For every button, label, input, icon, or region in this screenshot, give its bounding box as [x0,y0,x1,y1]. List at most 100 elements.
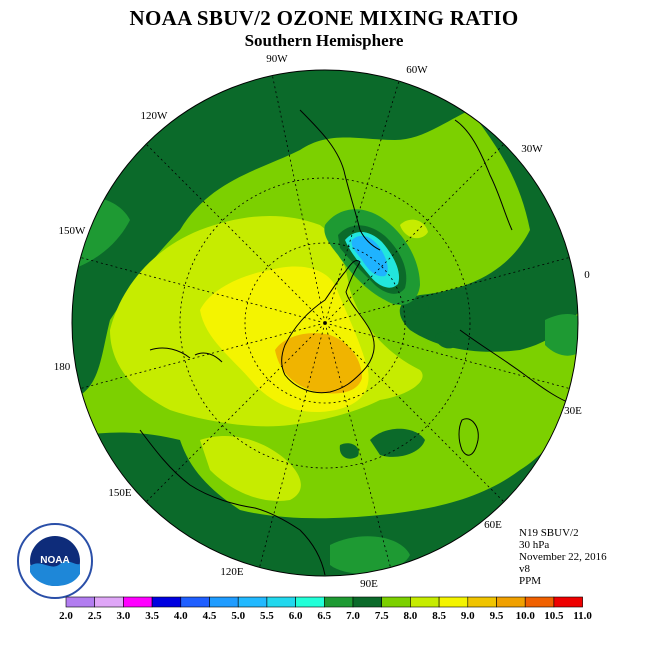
colorbar-tick-label: 3.5 [145,610,159,622]
pressure-level: 30 hPa [519,539,550,551]
longitude-label: 0 [584,269,590,281]
contour-7-0-blob-a [370,428,425,457]
australia-coast [139,429,326,576]
colorbar-tick-label: 10.0 [516,610,536,622]
latitude-circle-outer [179,177,471,469]
colorbar-box [467,596,497,608]
contour-8-0-patch [400,219,428,239]
meridian-line [324,322,570,389]
meridian-line [259,322,326,568]
contour-7-0-blob-d [435,331,459,349]
colorbar-tick-label: 8.0 [404,610,418,622]
colorbar-box [323,596,354,608]
colorbar-tick-label: 7.5 [375,610,389,622]
colorbar-box [65,596,96,608]
colorbar-ticks: 2.0 2.5 3.0 3.5 4.0 4.5 5.0 5.5 6.0 6.5 7.0 7.5 8.0 8… [59,610,592,622]
colorbar-tick-label: 2.5 [88,610,102,622]
map-border [71,69,579,577]
logo-text: NOAA [40,555,69,566]
new-zealand-coast [149,347,223,363]
colorbar-boxes [65,596,583,608]
version-label: v8 [519,563,530,575]
units-label: PPM [519,575,542,587]
africa-coast [454,119,576,406]
noaa-logo: NOAA [17,523,93,599]
colorbar-tick-label: 5.5 [260,610,274,622]
longitude-label: 120W [141,110,169,122]
colorbar-box [237,596,268,608]
colorbar-box [180,596,210,608]
contour-6-5-e [545,314,578,356]
colorbar-tick-label: 9.5 [490,610,504,622]
madagascar-coast [458,418,479,456]
longitude-label: 150W [59,225,87,237]
colorbar-tick-label: 9.0 [461,610,475,622]
colorbar-box [352,596,383,608]
colorbar-tick-label: 3.0 [117,610,131,622]
colorbar-tick-label: 5.0 [231,610,245,622]
graticule [80,75,570,568]
colorbar-box [381,596,411,608]
meridian-line [324,80,400,324]
colorbar-box [438,596,469,608]
coastlines [139,109,576,576]
latitude-circle-inner [244,242,406,404]
colorbar-box [524,596,555,608]
meridian-line [145,143,326,324]
colorbar-tick-label: 7.0 [346,610,360,622]
colorbar-box [553,596,583,608]
date-label: November 22, 2016 [519,551,607,563]
colorbar-tick-label: 6.0 [289,610,303,622]
longitude-label: 180 [54,361,71,373]
colorbar-box [151,596,182,608]
longitude-label: 60E [484,519,502,531]
info-block: N19 SBUV/2 30 hPa November 22, 2016 v8 P… [519,527,607,587]
satellite-label: N19 SBUV/2 [519,527,579,539]
longitude-label: 90W [266,53,288,65]
antarctica-coast [281,259,375,394]
longitude-label: 60W [406,64,428,76]
logo-wave [30,561,80,586]
colorbar-box [266,596,296,608]
contour-9-0 [275,333,362,394]
longitude-label: 30E [564,405,582,417]
meridian-line [80,322,326,389]
colorbar-tick-label: 4.5 [203,610,217,622]
longitude-label: 120E [220,566,244,578]
map-subtitle: Southern Hemisphere [244,31,404,50]
colorbar-tick-label: 2.0 [59,610,73,622]
colorbar-tick-label: 4.0 [174,610,188,622]
meridian-line [324,143,505,324]
colorbar-box [496,596,526,608]
colorbar-box [123,596,153,608]
meridian-line [272,75,326,324]
contour-7-0-blob-c [408,298,429,315]
colorbar-box [410,596,440,608]
contour-5-0 [351,235,388,277]
colorbar-tick-label: 8.5 [432,610,446,622]
colorbar-box [209,596,239,608]
meridian-line [80,257,326,324]
contour-7-0-west [72,70,470,400]
longitude-label: 90E [360,578,378,590]
colorbar-box [295,596,325,608]
meridian-line [324,257,570,324]
colorbar-tick-label: 6.5 [317,610,331,622]
map-title: NOAA SBUV/2 OZONE MIXING RATIO [129,6,519,30]
colorbar-tick-label: 10.5 [544,610,564,622]
south-america-coast [299,109,381,251]
meridian-line [145,322,326,503]
longitude-label: 30W [521,143,543,155]
colorbar-box [94,596,124,608]
contour-7-0-blob-b [339,443,359,459]
meridian-line [324,322,391,568]
longitude-label: 150E [108,487,132,499]
contour-7-5-north [300,141,421,197]
meridian-lines [80,75,570,568]
meridian-line [324,322,505,503]
longitude-labels: 90W 60W 30W 0 30E 60E 90E 120E 150E 180 150W 120W [54,53,591,590]
colorbar-tick-label: 11.0 [573,610,592,622]
contour-6-5-d [330,536,410,574]
